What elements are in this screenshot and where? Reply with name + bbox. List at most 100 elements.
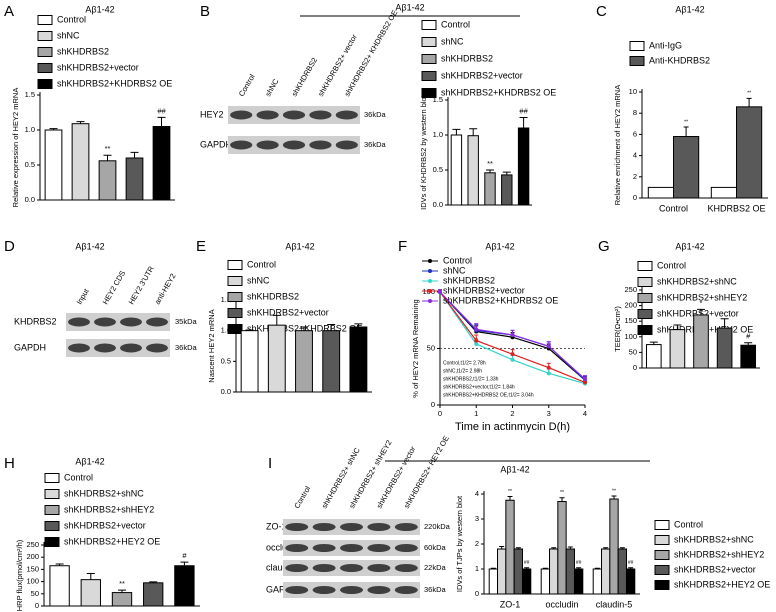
legend-swatch	[37, 63, 53, 73]
error-bar	[673, 324, 682, 330]
chart-title: Aβ1-42	[675, 4, 704, 14]
point	[510, 357, 515, 362]
bar	[740, 344, 757, 369]
chart-title: Aβ1-42	[85, 4, 114, 14]
bar	[152, 126, 171, 201]
legend-swatch	[227, 276, 243, 286]
error-bar	[683, 126, 689, 137]
bar	[71, 123, 90, 201]
y-tick-label: 150	[624, 316, 637, 325]
blot-band	[256, 140, 279, 150]
blot-band	[94, 343, 116, 353]
bar	[488, 568, 499, 595]
legend-swatch	[637, 261, 653, 271]
legend-label: shKHDRBS2	[247, 291, 299, 301]
y-axis-label: % of HEY2 mRNA Remaining	[411, 299, 420, 397]
chart-title: Aβ1-42	[485, 241, 514, 251]
blot-band	[120, 343, 142, 353]
legend-swatch	[654, 520, 670, 530]
panel-letter: B	[200, 3, 210, 20]
legend-label: shNC	[441, 36, 464, 46]
row-size: 220kDa	[424, 522, 451, 531]
legend-label: Control	[57, 14, 86, 24]
legend-label: Control	[247, 259, 276, 269]
y-axis-label: Relative expression of HEY2 mRNA	[11, 88, 20, 208]
row-size: 36kDa	[175, 343, 198, 352]
legend-label: shKHDRBS2+shNC	[674, 534, 754, 544]
bar	[174, 565, 195, 607]
y-tick-label: 4	[475, 489, 479, 498]
significance: ##	[576, 560, 582, 566]
error-bar	[486, 169, 494, 173]
y-tick-label: 250	[26, 540, 39, 549]
panel-letter: A	[4, 3, 14, 20]
error-bar	[103, 154, 112, 161]
error-bar	[130, 151, 139, 158]
legend-label: Control	[441, 19, 470, 29]
panel-title: Aβ1-42	[500, 464, 529, 474]
error-bar	[149, 581, 158, 583]
bar	[517, 127, 530, 206]
significance: #	[746, 332, 751, 341]
y-tick-label: 2	[633, 172, 637, 181]
bar	[573, 568, 584, 595]
panel-title: Aβ1-42	[75, 241, 104, 251]
significance: ##	[157, 106, 166, 115]
panel-letter: F	[398, 238, 407, 255]
legend-swatch	[44, 505, 60, 515]
y-tick-label: 0	[35, 601, 39, 610]
y-tick-label: 0.5	[25, 160, 35, 169]
error-bar	[49, 128, 58, 130]
y-tick-label: 0	[475, 589, 479, 598]
blot-band	[312, 564, 336, 572]
error-bar	[354, 323, 363, 327]
panel-title: Aβ1-42	[395, 2, 424, 12]
blot-background	[66, 339, 170, 357]
blot-band	[394, 586, 418, 594]
blot-band	[394, 564, 418, 572]
y-tick-label: 8	[633, 108, 637, 117]
blot-band	[394, 523, 418, 531]
bar	[565, 548, 575, 595]
error-bar	[300, 326, 308, 331]
y-tick-label: 100	[26, 577, 39, 586]
point	[583, 380, 587, 385]
y-tick-label: 0.5	[433, 165, 443, 174]
row-size: 36kDa	[364, 140, 387, 149]
row-label: occludin	[266, 542, 299, 552]
bar	[450, 134, 463, 206]
lane-label: HEY2 3'UTR	[127, 264, 156, 306]
error-bar	[611, 495, 617, 499]
y-tick-label: 1.0	[221, 326, 231, 335]
legend-label: shNC	[443, 265, 466, 275]
error-bar	[576, 567, 582, 569]
legend-swatch	[227, 308, 243, 318]
legend-swatch	[637, 277, 653, 287]
lane-label: shNC	[263, 77, 280, 98]
panel-letter: E	[196, 238, 206, 255]
bar	[295, 330, 313, 393]
chart-title: Aβ1-42	[675, 241, 704, 251]
blot-band	[312, 523, 336, 531]
legend-marker	[428, 279, 432, 283]
y-tick-label: 0	[633, 193, 637, 202]
point	[474, 327, 479, 332]
legend-swatch	[654, 550, 670, 560]
legend-swatch	[421, 20, 437, 30]
y-tick-label: 6	[633, 129, 637, 138]
blot-band	[256, 110, 279, 120]
error-bar	[720, 318, 729, 329]
blot-band	[339, 544, 364, 552]
legend-label: shKHDRBS2+shNC	[64, 488, 144, 498]
point	[546, 371, 551, 376]
legend-swatch	[227, 260, 243, 270]
error-bar	[567, 546, 573, 549]
blot-band	[339, 523, 364, 531]
row-label: ZO-1	[266, 521, 287, 531]
bar	[557, 501, 567, 595]
point	[474, 338, 479, 343]
significance: **	[119, 579, 125, 588]
y-tick-label: 1.0	[25, 125, 35, 134]
row-label: GAPDH	[266, 584, 298, 594]
